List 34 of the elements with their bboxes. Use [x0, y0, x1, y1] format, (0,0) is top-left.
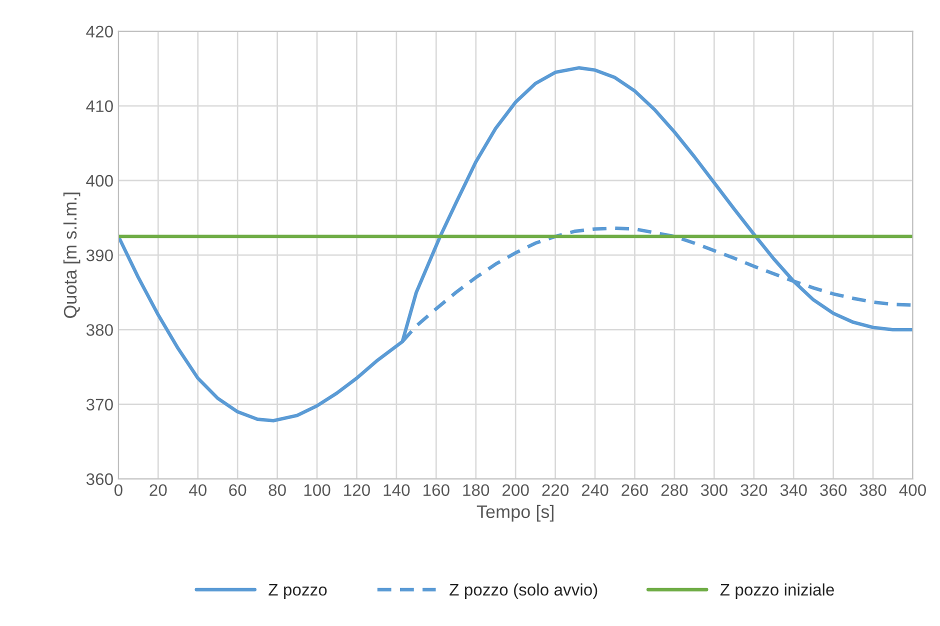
- x-tick-label: 100: [304, 484, 330, 496]
- x-tick-label: 120: [344, 484, 370, 496]
- x-tick-label: 0: [114, 484, 122, 496]
- x-tick-label: 260: [622, 484, 648, 496]
- y-tick-label: 410: [86, 100, 113, 112]
- y-tick-label: 360: [86, 473, 113, 486]
- line-series: [118, 66, 913, 422]
- legend-label: Z pozzo (solo avvio): [450, 583, 598, 599]
- y-tick-label: 390: [86, 249, 113, 262]
- x-tick-label: 360: [820, 484, 847, 496]
- x-tick-label: 240: [582, 484, 608, 496]
- x-tick-label: 180: [463, 484, 490, 496]
- x-tick-label: 20: [150, 484, 167, 496]
- y-tick-label: 380: [86, 324, 113, 336]
- x-tick-label: 200: [502, 484, 529, 496]
- x-tick-label: 40: [188, 484, 206, 496]
- x-tick-label: 60: [229, 484, 246, 496]
- y-tick-label: 400: [86, 174, 113, 187]
- x-tick-label: 400: [899, 484, 926, 496]
- x-tick-label: 80: [268, 484, 286, 496]
- legend-label: Z pozzo: [268, 584, 327, 599]
- x-tick-label: 300: [700, 484, 728, 496]
- legend-label: Z pozzo iniziale: [720, 583, 834, 599]
- x-tick-label: 220: [542, 484, 569, 496]
- x-tick-label: 140: [384, 484, 410, 496]
- x-tick-label: 380: [860, 484, 886, 496]
- x-axis-title: Tempo [s]: [476, 504, 554, 522]
- y-tick-label: 370: [86, 398, 113, 410]
- x-tick-label: 160: [424, 484, 450, 496]
- x-tick-label: 340: [780, 484, 807, 496]
- x-tick-label: 280: [661, 484, 688, 496]
- y-axis-title: Quota [m s.l.m.]: [63, 192, 80, 318]
- x-tick-label: 320: [740, 484, 768, 496]
- y-tick-label: 420: [86, 26, 113, 38]
